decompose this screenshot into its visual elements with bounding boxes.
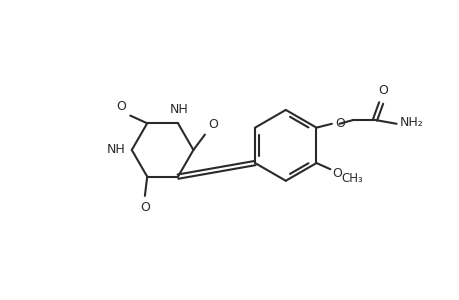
Text: NH: NH — [170, 103, 189, 116]
Text: O: O — [116, 100, 126, 113]
Text: O: O — [331, 167, 341, 180]
Text: NH₂: NH₂ — [399, 116, 422, 129]
Text: CH₃: CH₃ — [341, 172, 362, 185]
Text: O: O — [207, 118, 218, 131]
Text: O: O — [335, 117, 345, 130]
Text: O: O — [377, 84, 387, 97]
Text: NH: NH — [106, 143, 125, 157]
Text: O: O — [140, 200, 150, 214]
